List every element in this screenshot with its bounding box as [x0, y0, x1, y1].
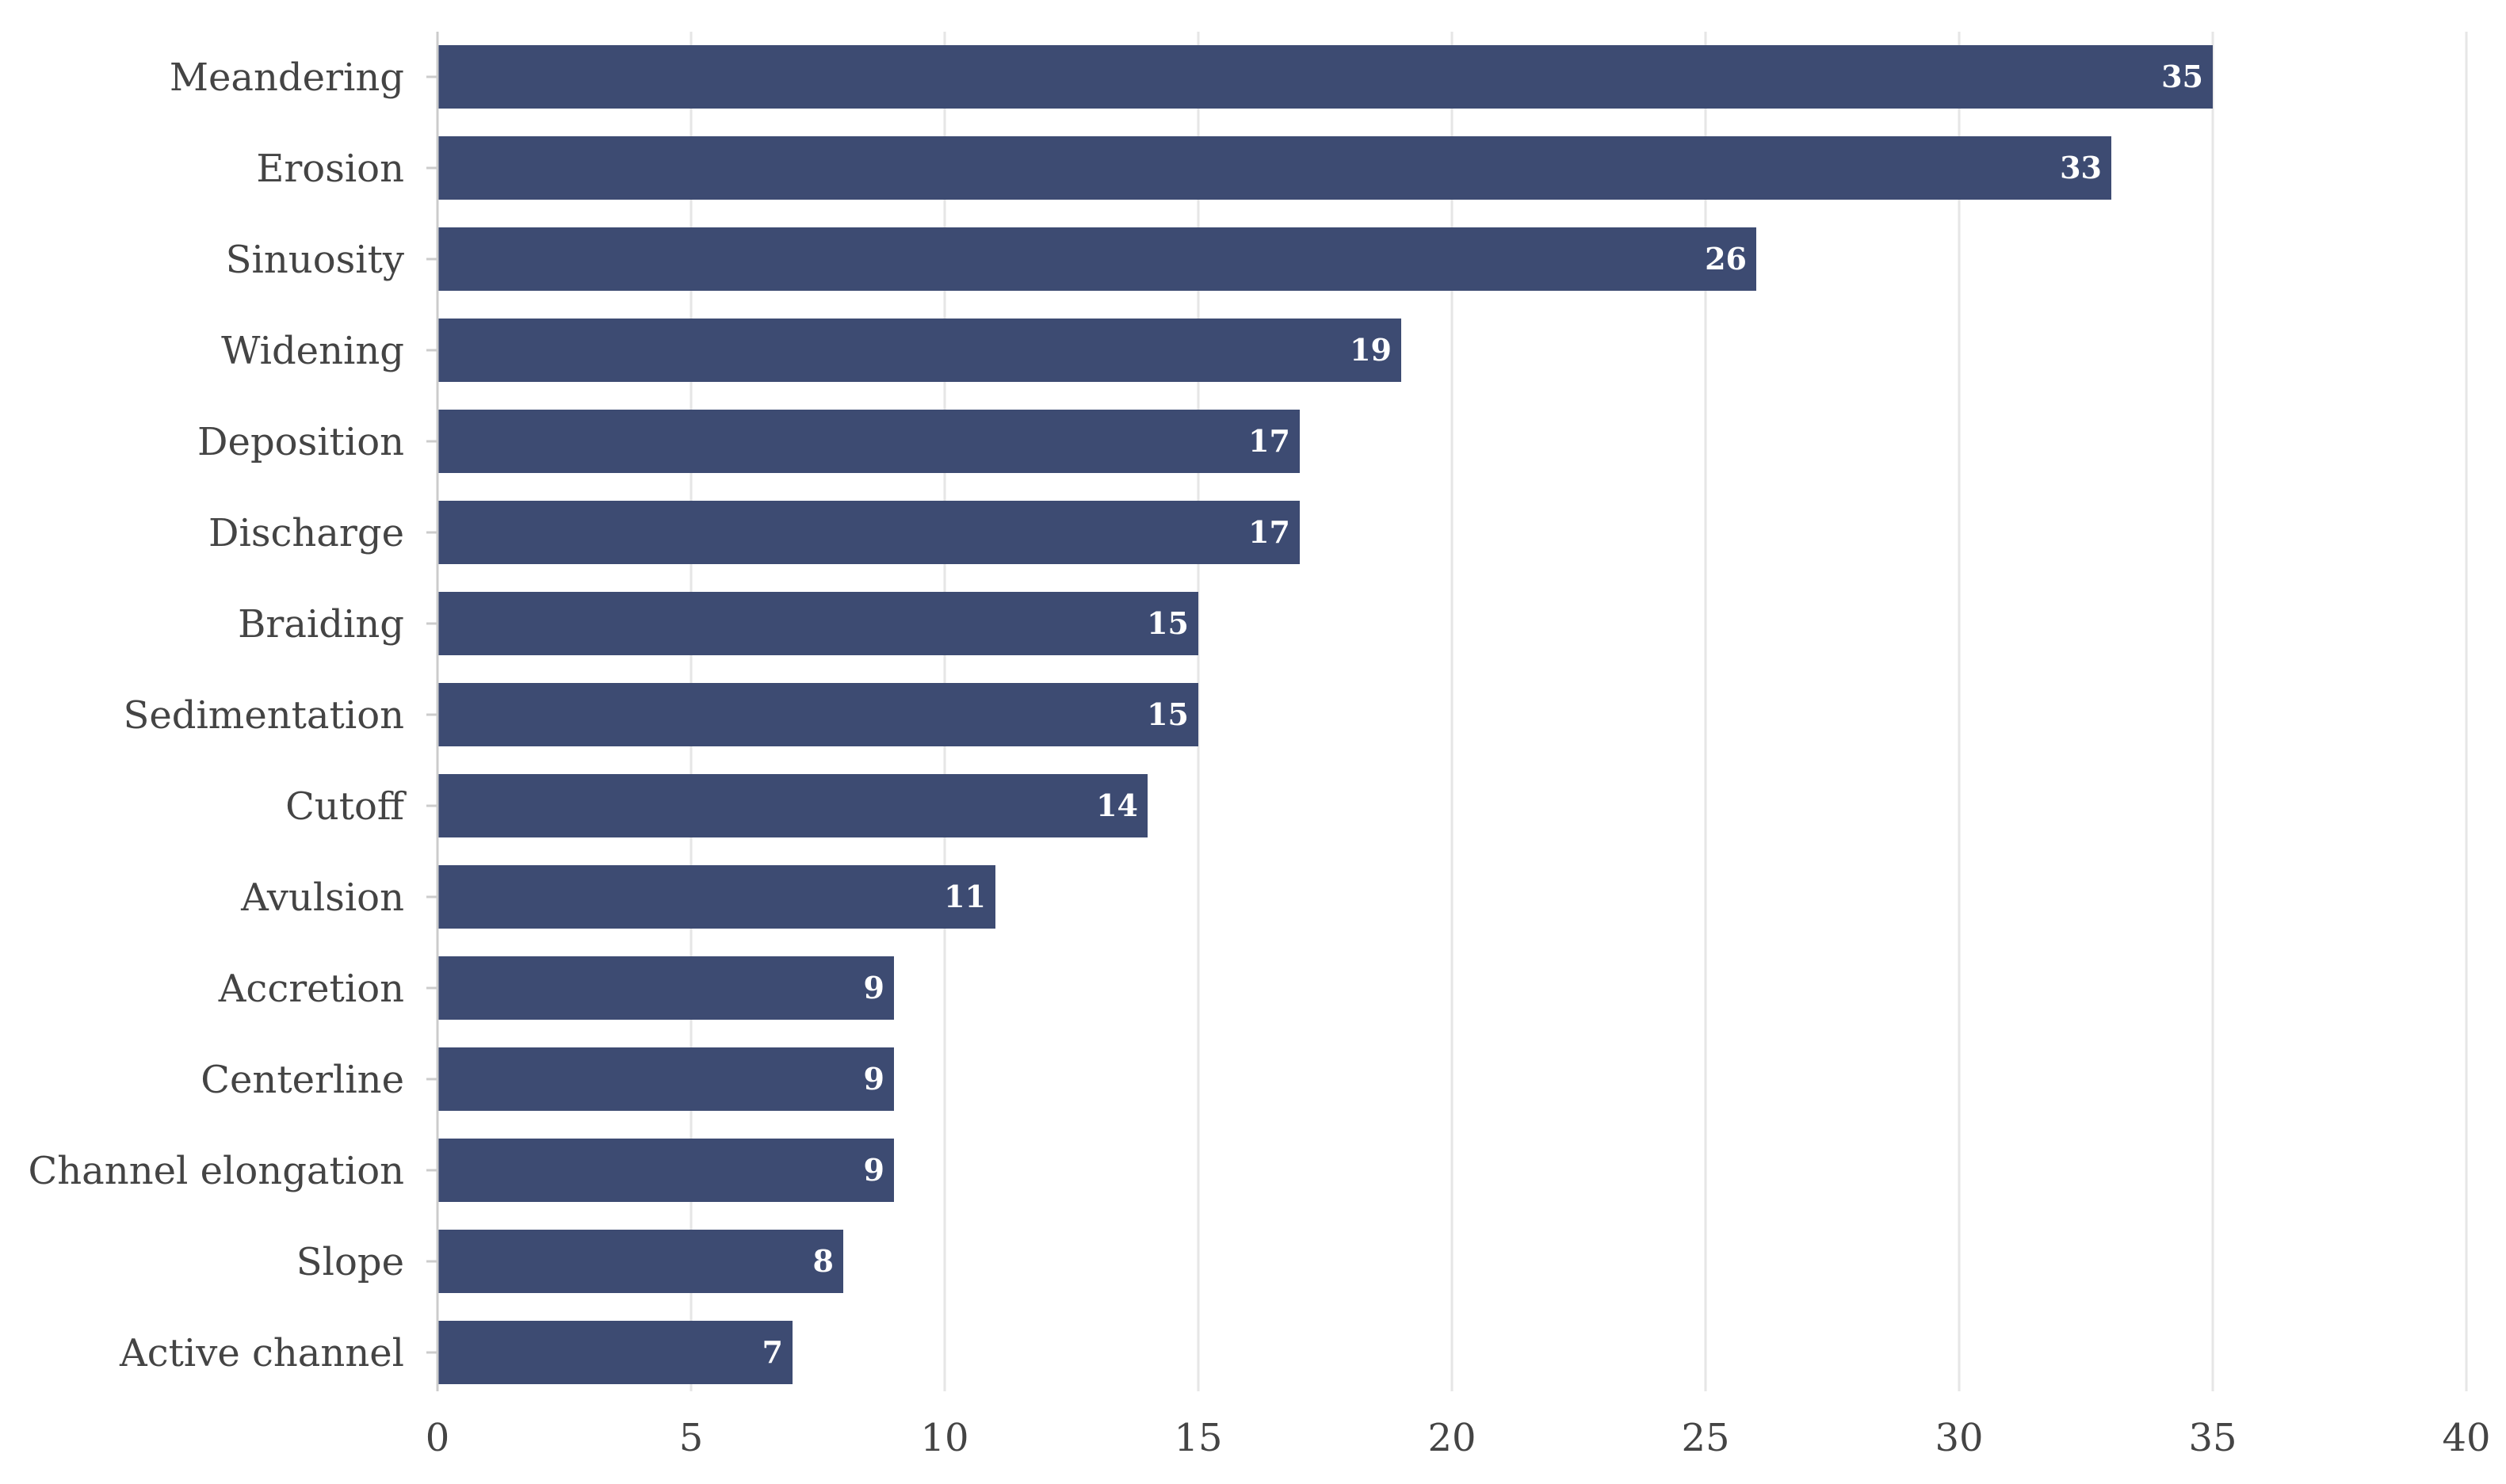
- category-label-channel-elongation: Channel elongation: [29, 1149, 404, 1193]
- category-label-sinuosity: Sinuosity: [226, 238, 404, 282]
- bar-widening: [437, 319, 1401, 382]
- category-label-centerline: Centerline: [201, 1058, 404, 1102]
- bars: [437, 45, 2213, 1384]
- category-label-slope: Slope: [296, 1240, 404, 1284]
- x-tick-label-40: 40: [2442, 1416, 2490, 1460]
- bar-centerline: [437, 1047, 894, 1111]
- x-tick-label-0: 0: [426, 1416, 450, 1460]
- category-label-avulsion: Avulsion: [240, 876, 404, 920]
- data-label-centerline: 9: [864, 1061, 884, 1097]
- bar-slope: [437, 1230, 843, 1293]
- axes: [426, 32, 439, 1391]
- category-label-sedimentation: Sedimentation: [123, 693, 404, 738]
- bar-avulsion: [437, 865, 995, 929]
- data-label-discharge: 17: [1248, 514, 1290, 550]
- bar-meandering: [437, 45, 2213, 109]
- x-tick-label-10: 10: [920, 1416, 968, 1460]
- x-tick-label-5: 5: [679, 1416, 704, 1460]
- bar-erosion: [437, 136, 2111, 200]
- x-tick-label-20: 20: [1427, 1416, 1476, 1460]
- category-label-meandering: Meandering: [170, 55, 404, 100]
- data-label-erosion: 33: [2060, 150, 2102, 185]
- category-label-accretion: Accretion: [218, 967, 404, 1011]
- labels: 0 5 10 15 20 25 30 35 40 Meandering 35 Erosion 33 Sin…: [29, 55, 2491, 1460]
- data-label-widening: 19: [1350, 332, 1392, 368]
- x-tick-label-15: 15: [1174, 1416, 1222, 1460]
- category-label-discharge: Discharge: [208, 511, 404, 555]
- data-label-slope: 8: [813, 1243, 834, 1279]
- bar-cutoff: [437, 774, 1148, 837]
- data-label-accretion: 9: [864, 970, 884, 1005]
- data-label-cutoff: 14: [1096, 788, 1138, 823]
- bar-active-channel: [437, 1321, 793, 1384]
- bar-sinuosity: [437, 227, 1756, 291]
- category-label-erosion: Erosion: [256, 147, 404, 191]
- data-label-meandering: 35: [2161, 59, 2203, 94]
- data-label-channel-elongation: 9: [864, 1152, 884, 1188]
- category-label-active-channel: Active channel: [119, 1331, 404, 1375]
- bar-deposition: [437, 410, 1300, 473]
- bar-sedimentation: [437, 683, 1198, 746]
- bar-accretion: [437, 956, 894, 1020]
- category-label-deposition: Deposition: [197, 420, 404, 464]
- data-label-deposition: 17: [1248, 423, 1290, 459]
- data-label-avulsion: 11: [944, 879, 986, 914]
- data-label-active-channel: 7: [762, 1334, 783, 1370]
- bar-channel-elongation: [437, 1139, 894, 1202]
- x-tick-label-35: 35: [2188, 1416, 2237, 1460]
- category-label-braiding: Braiding: [238, 602, 404, 647]
- data-label-braiding: 15: [1147, 605, 1189, 641]
- category-label-cutoff: Cutoff: [285, 784, 407, 829]
- x-tick-label-25: 25: [1681, 1416, 1729, 1460]
- data-label-sedimentation: 15: [1147, 696, 1189, 732]
- category-label-widening: Widening: [221, 329, 404, 373]
- bar-braiding: [437, 592, 1198, 655]
- data-label-sinuosity: 26: [1705, 241, 1747, 277]
- x-tick-label-30: 30: [1935, 1416, 1983, 1460]
- bar-discharge: [437, 501, 1300, 564]
